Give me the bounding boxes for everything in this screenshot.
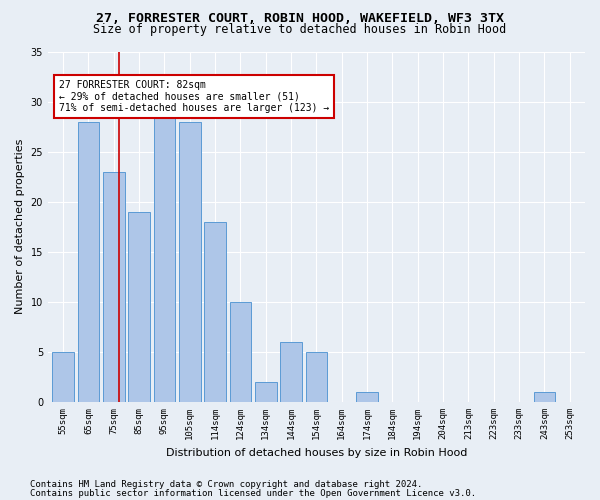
Bar <box>52 352 74 402</box>
Bar <box>154 112 175 402</box>
Bar <box>305 352 327 402</box>
Bar <box>230 302 251 402</box>
Bar <box>103 172 125 402</box>
Bar <box>128 212 150 402</box>
Bar <box>77 122 99 402</box>
Text: Contains HM Land Registry data © Crown copyright and database right 2024.: Contains HM Land Registry data © Crown c… <box>30 480 422 489</box>
Bar <box>280 342 302 402</box>
Bar <box>179 122 200 402</box>
Text: Contains public sector information licensed under the Open Government Licence v3: Contains public sector information licen… <box>30 489 476 498</box>
Bar <box>533 392 555 402</box>
Text: 27 FORRESTER COURT: 82sqm
← 29% of detached houses are smaller (51)
71% of semi-: 27 FORRESTER COURT: 82sqm ← 29% of detac… <box>59 80 329 112</box>
Text: Size of property relative to detached houses in Robin Hood: Size of property relative to detached ho… <box>94 22 506 36</box>
Bar <box>356 392 378 402</box>
X-axis label: Distribution of detached houses by size in Robin Hood: Distribution of detached houses by size … <box>166 448 467 458</box>
Y-axis label: Number of detached properties: Number of detached properties <box>15 139 25 314</box>
Text: 27, FORRESTER COURT, ROBIN HOOD, WAKEFIELD, WF3 3TX: 27, FORRESTER COURT, ROBIN HOOD, WAKEFIE… <box>96 12 504 26</box>
Bar <box>255 382 277 402</box>
Bar <box>205 222 226 402</box>
